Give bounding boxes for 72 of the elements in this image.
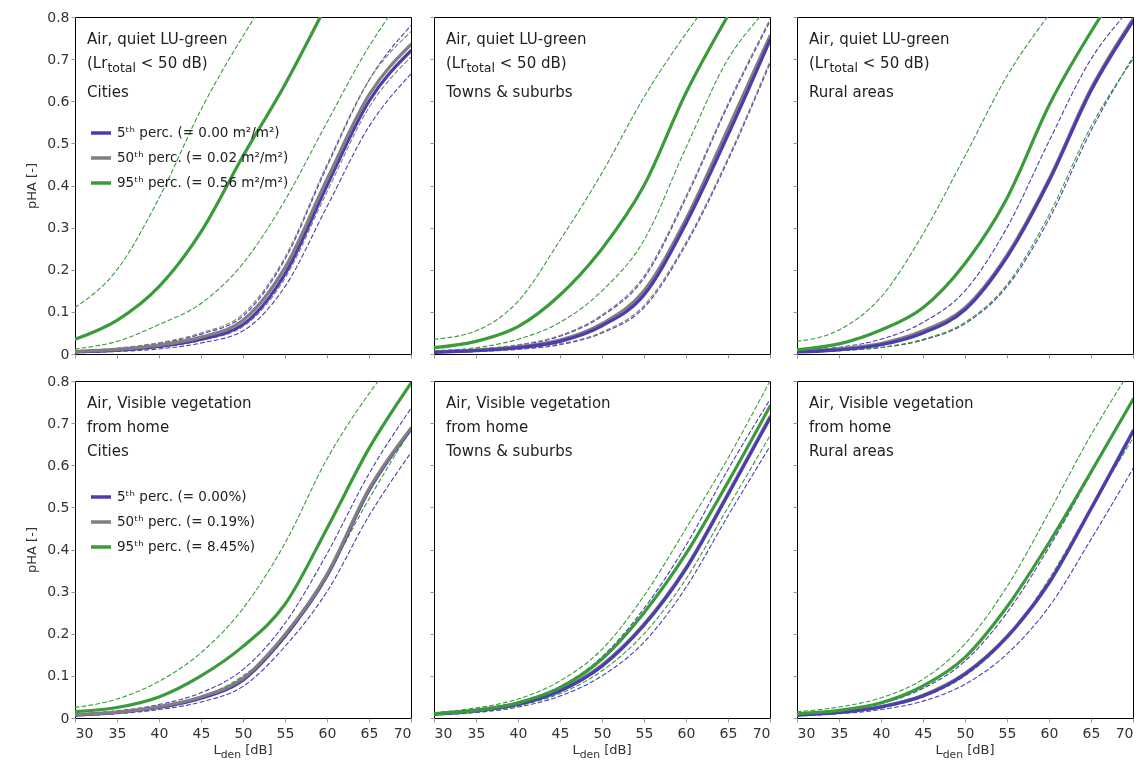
x-tick-label: 70: [1115, 724, 1134, 741]
x-tick-label: 45: [914, 724, 933, 741]
x-tick-label: 65: [1082, 724, 1101, 741]
y-tick-label: 0.2: [47, 625, 70, 642]
x-tick-label: 55: [276, 724, 295, 741]
annotation: Rural areas: [809, 441, 895, 462]
y-axis-title: pHA [-]: [24, 527, 40, 573]
legend-label: 95ᵗʰ perc. (= 8.45%): [117, 538, 256, 554]
x-tick-label: 50: [234, 724, 253, 741]
y-tick-label: 0.5: [47, 134, 70, 151]
y-tick-label: 0.4: [47, 541, 70, 557]
y-tick-label: 0: [60, 345, 70, 362]
y-tick-label: 0.1: [47, 667, 70, 684]
annotation: Air, quiet LU-green: [87, 29, 228, 50]
x-tick-label: 70: [752, 724, 771, 741]
y-tick-label: 0.1: [47, 303, 70, 320]
legend-label: 50ᵗʰ perc. (= 0.19%): [117, 513, 256, 529]
annotation: Towns & suburbs: [446, 82, 574, 103]
legend-label: 5ᵗʰ perc. (= 0.00%): [117, 488, 247, 504]
annotation: Towns & suburbs: [446, 441, 574, 462]
annotation: Air, Visible vegetation: [87, 393, 252, 414]
x-tick-label: 55: [635, 724, 654, 741]
x-tick-label: 55: [998, 724, 1017, 741]
x-tick-label: 70: [393, 724, 412, 741]
x-tick-label: 40: [509, 724, 528, 741]
x-axis-title: L$_{den}$ [dB]: [212, 742, 274, 761]
annotation: (Lr$_{total}$ < 50 dB): [87, 53, 209, 77]
x-tick-label: 60: [677, 724, 696, 741]
x-tick-label: 30: [434, 724, 453, 741]
x-tick-label: 45: [551, 724, 570, 741]
annotation: Air, Visible vegetation: [809, 393, 974, 414]
x-axis-title: L$_{den}$ [dB]: [934, 742, 996, 761]
x-tick-label: 45: [192, 724, 211, 741]
y-axis-title: pHA [-]: [24, 163, 40, 209]
x-tick-label: 30: [75, 724, 94, 741]
annotation: from home: [87, 417, 171, 438]
x-tick-label: 60: [318, 724, 337, 741]
y-tick-label: 0.4: [47, 177, 70, 193]
x-tick-label: 35: [467, 724, 486, 741]
x-axis-title: L$_{den}$ [dB]: [571, 742, 633, 761]
y-tick-label: 0.5: [47, 498, 70, 515]
annotation: Air, quiet LU-green: [809, 29, 950, 50]
annotation: Cities: [87, 82, 130, 103]
y-tick-label: 0.3: [47, 219, 70, 236]
x-tick-label: 30: [797, 724, 816, 741]
annotation: Air, quiet LU-green: [446, 29, 587, 50]
x-tick-label: 40: [150, 724, 169, 741]
x-tick-label: 65: [360, 724, 379, 741]
annotation: (Lr$_{total}$ < 50 dB): [446, 53, 568, 77]
annotation: Rural areas: [809, 82, 895, 103]
y-tick-label: 0.7: [47, 50, 70, 67]
y-tick-label: 0: [60, 709, 70, 726]
y-tick-label: 0.6: [47, 456, 70, 473]
x-tick-label: 35: [108, 724, 127, 741]
y-tick-label: 0.3: [47, 583, 70, 600]
y-tick-label: 0.2: [47, 261, 70, 278]
x-tick-label: 35: [830, 724, 849, 741]
x-tick-label: 65: [719, 724, 738, 741]
y-tick-label: 0.8: [47, 372, 70, 389]
annotation: from home: [446, 417, 530, 438]
y-tick-label: 0.6: [47, 92, 70, 109]
annotation: (Lr$_{total}$ < 50 dB): [809, 53, 931, 77]
annotation: Cities: [87, 441, 130, 462]
y-tick-label: 0.8: [47, 8, 70, 25]
legend-label: 50ᵗʰ perc. (= 0.02 m²/m²): [117, 149, 289, 165]
x-tick-label: 40: [872, 724, 891, 741]
x-tick-label: 50: [956, 724, 975, 741]
x-tick-label: 50: [593, 724, 612, 741]
x-tick-label: 60: [1040, 724, 1059, 741]
annotation: from home: [809, 417, 893, 438]
annotation: Air, Visible vegetation: [446, 393, 611, 414]
y-tick-label: 0.7: [47, 414, 70, 431]
